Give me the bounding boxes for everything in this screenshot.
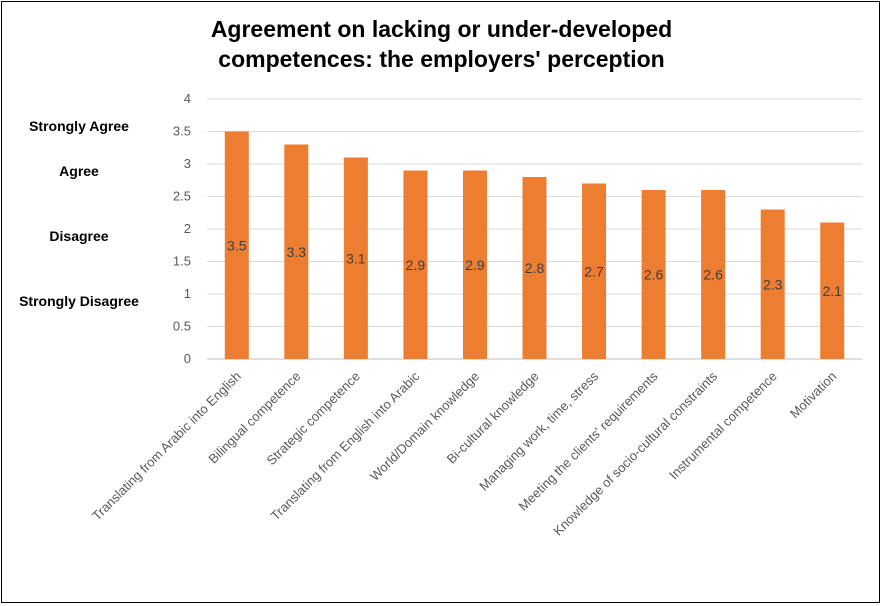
data-label: 2.6 (703, 267, 723, 283)
x-category-label: Instrumental competence (666, 369, 780, 483)
x-category-label: Managing work, time, stress (476, 368, 601, 493)
bar (462, 170, 487, 359)
y-tick-label: 3 (184, 156, 191, 171)
data-label: 2.6 (644, 267, 664, 283)
bar (701, 190, 726, 359)
data-label: 2.9 (406, 257, 426, 273)
data-label: 2.1 (822, 283, 842, 299)
y-tick-label: 3.5 (173, 124, 191, 139)
data-label: 2.3 (763, 276, 783, 292)
chart-title-line-2: competences: the employers' perception (218, 46, 665, 72)
data-label: 2.7 (584, 263, 604, 279)
bar (284, 144, 309, 359)
data-label: 2.9 (465, 257, 485, 273)
chart-title: Agreement on lacking or under-developed … (0, 14, 883, 74)
likert-label: Strongly Disagree (19, 293, 139, 309)
data-label: 3.3 (287, 244, 307, 260)
y-tick-label: 1.5 (173, 254, 191, 269)
x-category-label: World/Domain knowledge (367, 369, 482, 484)
bar (224, 131, 249, 359)
bar (582, 183, 607, 359)
y-tick-label: 4 (184, 91, 191, 106)
bar (760, 209, 785, 359)
likert-label: Agree (59, 163, 99, 179)
likert-label: Strongly Agree (29, 117, 129, 134)
chart-title-line-1: Agreement on lacking or under-developed (210, 16, 673, 42)
bar (403, 170, 428, 359)
bar (522, 177, 547, 359)
y-tick-label: 0 (184, 351, 191, 366)
bar (641, 190, 666, 359)
y-tick-label: 1 (184, 286, 191, 301)
y-tick-label: 0.5 (173, 319, 191, 334)
likert-label: Disagree (49, 228, 109, 244)
bar (343, 157, 368, 359)
data-label: 3.1 (346, 250, 366, 266)
data-label: 2.8 (525, 260, 545, 276)
data-label: 3.5 (227, 237, 247, 253)
bar (820, 222, 845, 359)
y-tick-label: 2 (184, 221, 191, 236)
y-tick-label: 2.5 (173, 189, 191, 204)
x-category-label: Motivation (787, 369, 840, 422)
